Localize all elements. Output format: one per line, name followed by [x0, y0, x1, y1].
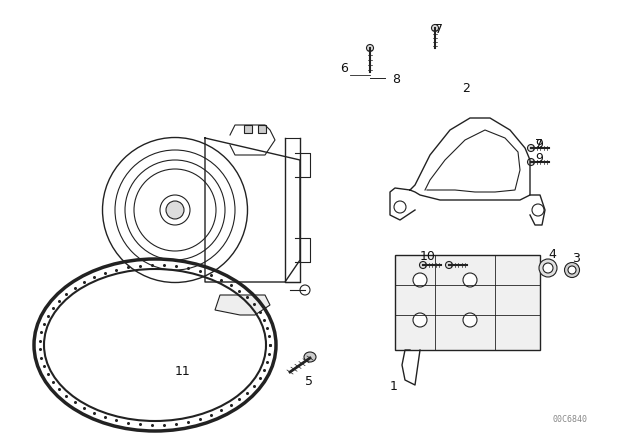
Ellipse shape [463, 313, 477, 327]
Ellipse shape [413, 273, 427, 287]
Text: 3: 3 [572, 252, 580, 265]
Ellipse shape [527, 159, 534, 165]
Ellipse shape [431, 25, 438, 31]
Text: 8: 8 [392, 73, 400, 86]
Text: 9: 9 [535, 152, 543, 165]
Ellipse shape [419, 262, 426, 268]
Ellipse shape [543, 263, 553, 273]
Text: 4: 4 [548, 248, 556, 261]
Text: 2: 2 [462, 82, 470, 95]
Ellipse shape [304, 352, 316, 362]
Ellipse shape [463, 273, 477, 287]
Ellipse shape [568, 266, 576, 274]
Ellipse shape [367, 44, 374, 52]
Text: 00C6840: 00C6840 [552, 415, 588, 424]
Ellipse shape [527, 145, 534, 151]
Ellipse shape [445, 262, 452, 268]
Text: 1: 1 [390, 380, 398, 393]
Ellipse shape [413, 313, 427, 327]
Ellipse shape [564, 263, 579, 277]
Text: 7: 7 [535, 138, 543, 151]
Ellipse shape [539, 259, 557, 277]
Text: 10: 10 [420, 250, 436, 263]
Bar [244, 125, 252, 133]
Text: 5: 5 [305, 375, 313, 388]
Text: 7: 7 [435, 23, 443, 36]
Bar [395, 255, 540, 350]
Ellipse shape [166, 201, 184, 219]
Text: 11: 11 [175, 365, 191, 378]
Polygon shape [215, 295, 270, 315]
Text: 9: 9 [535, 138, 543, 151]
Text: 6: 6 [340, 62, 348, 75]
Bar [258, 125, 266, 133]
